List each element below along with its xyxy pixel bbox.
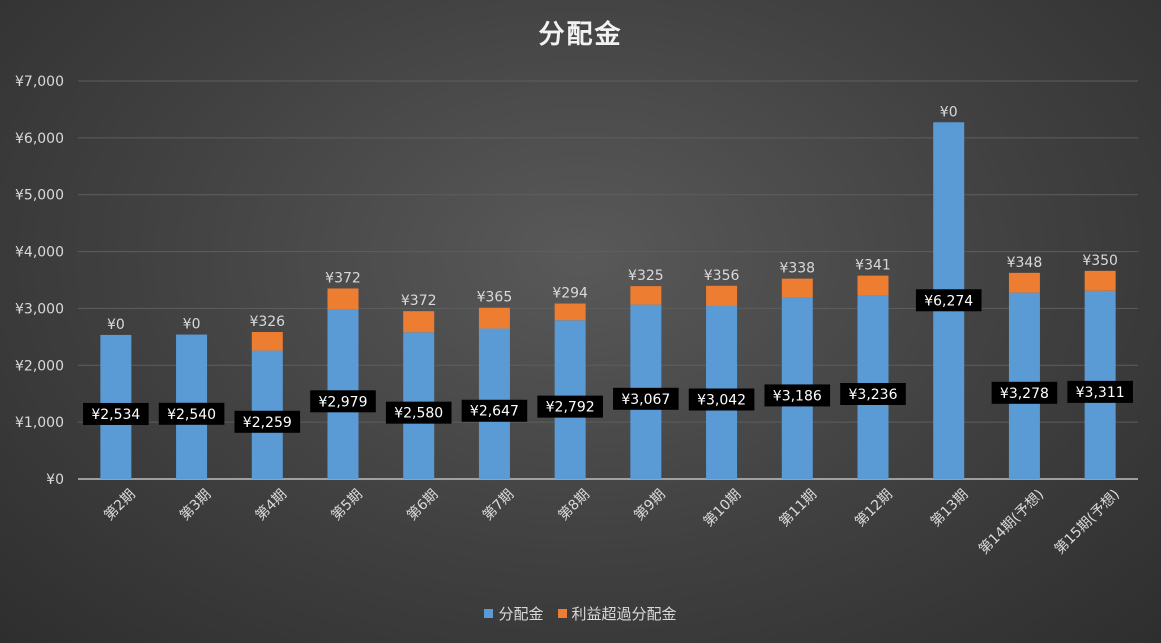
data-label-excess-distribution: ¥365 (477, 290, 513, 306)
data-label-excess-distribution: ¥341 (855, 258, 891, 274)
y-tick-label: ¥1,000 (15, 415, 64, 431)
y-tick-label: ¥4,000 (15, 245, 64, 261)
bar-excess-distribution (857, 275, 889, 296)
y-tick-label: ¥7,000 (15, 74, 64, 90)
y-tick-label: ¥0 (46, 472, 64, 488)
data-label-box (991, 381, 1058, 404)
legend-item-excess-distribution: 利益超過分配金 (557, 603, 677, 624)
data-label-distribution: ¥2,580 (394, 406, 443, 422)
y-tick-label: ¥5,000 (15, 188, 64, 204)
data-label-excess-distribution: ¥326 (249, 314, 285, 330)
x-tick-label: 第11期 (776, 486, 820, 530)
data-label-distribution: ¥3,186 (773, 388, 822, 404)
data-label-excess-distribution: ¥0 (107, 317, 125, 333)
data-label-excess-distribution: ¥356 (704, 268, 740, 284)
data-label-distribution: ¥3,236 (849, 387, 898, 403)
x-tick-label: 第5期 (328, 486, 366, 524)
bar-excess-distribution (1084, 270, 1116, 291)
data-label-excess-distribution: ¥372 (325, 270, 361, 286)
data-label-distribution: ¥2,540 (167, 407, 216, 423)
data-label-distribution: ¥3,278 (1000, 386, 1049, 402)
data-label-excess-distribution: ¥348 (1007, 255, 1043, 271)
y-tick-label: ¥3,000 (15, 301, 64, 317)
x-tick-label: 第8期 (555, 486, 593, 524)
legend-label-distribution: 分配金 (498, 605, 544, 623)
x-tick-label: 第6期 (403, 486, 441, 524)
bar-excess-distribution (1008, 272, 1040, 293)
data-label-excess-distribution: ¥350 (1082, 253, 1118, 269)
bar-excess-distribution (403, 311, 435, 333)
x-tick-label: 第4期 (252, 486, 290, 524)
x-tick-label: 第14期(予想) (975, 486, 1047, 558)
data-label-excess-distribution: ¥338 (779, 261, 815, 277)
data-label-excess-distribution: ¥0 (940, 104, 958, 120)
y-tick-label: ¥6,000 (15, 131, 64, 147)
data-label-box (764, 384, 831, 407)
x-tick-label: 第9期 (631, 486, 669, 524)
data-label-distribution: ¥6,274 (924, 293, 973, 309)
data-label-excess-distribution: ¥372 (401, 293, 437, 309)
data-label-box (613, 387, 679, 410)
legend-item-distribution: 分配金 (484, 603, 544, 624)
data-label-box (385, 401, 452, 424)
data-label-distribution: ¥2,792 (546, 400, 595, 416)
x-tick-label: 第7期 (479, 486, 517, 524)
bar-excess-distribution (478, 307, 510, 329)
x-tick-label: 第3期 (176, 486, 214, 524)
data-label-box (158, 402, 225, 425)
y-tick-label: ¥2,000 (15, 358, 64, 374)
data-label-distribution: ¥3,311 (1076, 385, 1125, 401)
x-tick-label: 第15期(予想) (1051, 486, 1123, 558)
x-tick-label: 第2期 (101, 486, 139, 524)
data-label-excess-distribution: ¥0 (183, 317, 201, 333)
data-label-distribution: ¥2,647 (470, 404, 519, 420)
legend: 分配金 利益超過分配金 (0, 603, 1161, 624)
legend-label-excess-distribution: 利益超過分配金 (571, 605, 677, 623)
data-label-distribution: ¥3,067 (621, 392, 670, 408)
chart-title: 分配金 (538, 20, 623, 50)
data-label-distribution: ¥2,979 (319, 394, 368, 410)
data-label-box (461, 399, 528, 422)
data-label-box (915, 289, 982, 312)
data-label-box (310, 390, 376, 413)
bar-excess-distribution (554, 303, 586, 321)
data-label-box (83, 402, 149, 425)
data-label-distribution: ¥3,042 (697, 393, 746, 409)
x-tick-label: 第10期 (700, 486, 744, 530)
x-tick-label: 第12期 (851, 486, 895, 530)
data-label-box (1067, 380, 1133, 403)
data-label-distribution: ¥2,534 (91, 407, 140, 423)
legend-swatch-excess-distribution (557, 609, 567, 618)
bar-excess-distribution (251, 332, 283, 351)
data-label-excess-distribution: ¥325 (628, 268, 664, 284)
data-label-box (688, 388, 755, 411)
bar-excess-distribution (327, 288, 359, 310)
data-label-distribution: ¥2,259 (243, 415, 292, 431)
data-label-box (234, 410, 301, 433)
legend-swatch-distribution (484, 609, 494, 618)
data-label-excess-distribution: ¥294 (552, 286, 588, 302)
data-label-box (537, 395, 603, 418)
data-label-box (840, 383, 906, 406)
bar-excess-distribution (630, 286, 662, 305)
bar-excess-distribution (781, 278, 813, 298)
x-tick-label: 第13期 (927, 486, 971, 530)
bar-excess-distribution (706, 285, 738, 307)
